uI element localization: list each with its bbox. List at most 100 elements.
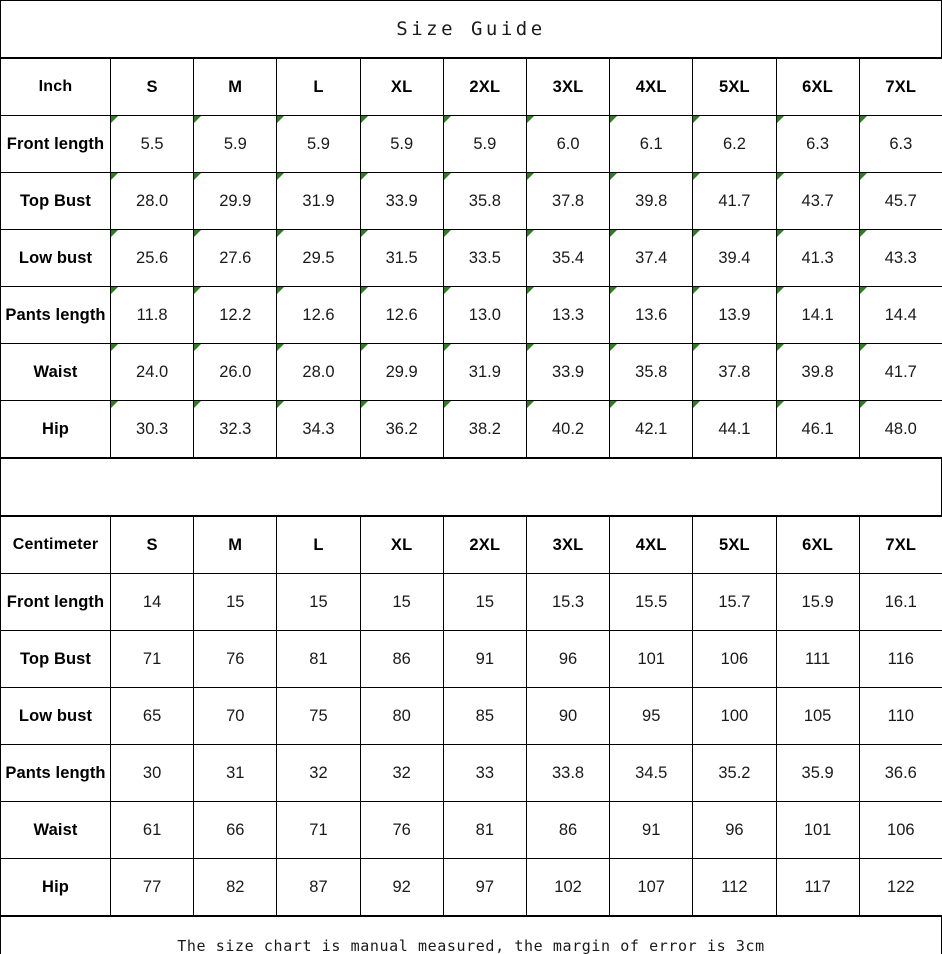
size-header-4xl: 4XL [609, 58, 694, 116]
table-spacer [0, 458, 942, 516]
measurement-value: 5.9 [442, 115, 527, 173]
measurement-value: 116 [858, 630, 942, 688]
measurement-label: Front length [0, 573, 111, 631]
unit-header-inch: Inch [0, 58, 111, 116]
measurement-value: 5.9 [193, 115, 278, 173]
measurement-value: 44.1 [692, 400, 777, 458]
measurement-value: 37.4 [609, 229, 694, 287]
measurement-value: 41.3 [775, 229, 860, 287]
measurement-value: 36.6 [858, 744, 942, 802]
measurement-value: 11.8 [109, 286, 195, 344]
measurement-label: Hip [0, 858, 111, 916]
size-header-l: L [276, 58, 361, 116]
measurement-value: 33.5 [442, 229, 527, 287]
size-header-m: M [193, 58, 278, 116]
measurement-value: 77 [109, 858, 195, 916]
spacer-row [0, 458, 942, 516]
table-row: Low bust 25.6 27.6 29.5 31.5 33.5 35.4 37.4 39.4… [0, 229, 942, 287]
measurement-value: 41.7 [692, 172, 777, 230]
table-row: Top Bust 28.0 29.9 31.9 33.9 35.8 37.8 39.8 41.7… [0, 172, 942, 230]
table-row: Top Bust 71 76 81 86 91 96 101 106 111 116 [0, 630, 942, 688]
measurement-value: 12.6 [276, 286, 361, 344]
measurement-value: 111 [775, 630, 860, 688]
centimeter-table-body: Centimeter S M L XL 2XL 3XL 4XL 5XL 6XL 7XL Front l… [0, 516, 942, 916]
measurement-value: 35.2 [692, 744, 777, 802]
table-row: Hip 77 82 87 92 97 102 107 112 117 122 [0, 858, 942, 916]
measurement-value: 31.9 [442, 343, 527, 401]
measurement-value: 43.7 [775, 172, 860, 230]
size-header-3xl: 3XL [525, 58, 611, 116]
table-row: Waist 61 66 71 76 81 86 91 96 101 106 [0, 801, 942, 859]
measurement-value: 45.7 [858, 172, 942, 230]
measurement-value: 37.8 [692, 343, 777, 401]
table-row: Pants length 30 31 32 32 33 33.8 34.5 35.2 35.9 36… [0, 744, 942, 802]
measurement-value: 71 [109, 630, 195, 688]
measurement-value: 76 [193, 630, 278, 688]
measurement-value: 35.8 [442, 172, 527, 230]
measurement-value: 5.9 [276, 115, 361, 173]
measurement-value: 82 [193, 858, 278, 916]
measurement-value: 96 [525, 630, 611, 688]
measurement-value: 14.1 [775, 286, 860, 344]
measurement-value: 12.2 [193, 286, 278, 344]
measurement-value: 75 [276, 687, 361, 745]
measurement-value: 36.2 [359, 400, 444, 458]
spacer-cell [0, 458, 942, 516]
measurement-value: 14.4 [858, 286, 942, 344]
measurement-value: 28.0 [276, 343, 361, 401]
measurement-value: 15 [276, 573, 361, 631]
measurement-value: 33.9 [359, 172, 444, 230]
measurement-value: 107 [609, 858, 694, 916]
measurement-value: 31.9 [276, 172, 361, 230]
size-header-6xl: 6XL [775, 516, 860, 574]
size-header-2xl: 2XL [442, 516, 527, 574]
measurement-value: 87 [276, 858, 361, 916]
measurement-value: 13.0 [442, 286, 527, 344]
measurement-value: 32.3 [193, 400, 278, 458]
table-row: Pants length 11.8 12.2 12.6 12.6 13.0 13.3 13.6… [0, 286, 942, 344]
measurement-value: 33 [442, 744, 527, 802]
measurement-value: 29.9 [193, 172, 278, 230]
size-header-6xl: 6XL [775, 58, 860, 116]
measurement-value: 66 [193, 801, 278, 859]
size-table-inch: Inch S M L XL 2XL 3XL 4XL 5XL 6XL 7XL Front length 5… [0, 58, 942, 458]
measurement-value: 71 [276, 801, 361, 859]
measurement-value: 70 [193, 687, 278, 745]
measurement-value: 12.6 [359, 286, 444, 344]
measurement-label: Top Bust [0, 172, 111, 230]
table-row: Front length 5.5 5.9 5.9 5.9 5.9 6.0 6.1 6.2 6.3 6… [0, 115, 942, 173]
measurement-label: Pants length [0, 744, 111, 802]
measurement-label: Pants length [0, 286, 111, 344]
measurement-value: 39.8 [775, 343, 860, 401]
measurement-value: 26.0 [193, 343, 278, 401]
measurement-value: 102 [525, 858, 611, 916]
measurement-value: 29.9 [359, 343, 444, 401]
measurement-value: 25.6 [109, 229, 195, 287]
measurement-value: 43.3 [858, 229, 942, 287]
footer-row: The size chart is manual measured, the m… [0, 916, 942, 954]
measurement-value: 15.5 [609, 573, 694, 631]
measurement-value: 100 [692, 687, 777, 745]
measurement-label: Waist [0, 343, 111, 401]
measurement-value: 16.1 [858, 573, 942, 631]
measurement-value: 13.3 [525, 286, 611, 344]
measurement-value: 39.8 [609, 172, 694, 230]
measurement-value: 110 [858, 687, 942, 745]
measurement-value: 35.9 [775, 744, 860, 802]
header-row-centimeter: Centimeter S M L XL 2XL 3XL 4XL 5XL 6XL 7XL [0, 516, 942, 574]
measurement-value: 37.8 [525, 172, 611, 230]
measurement-label: Front length [0, 115, 111, 173]
measurement-value: 76 [359, 801, 444, 859]
measurement-value: 30.3 [109, 400, 195, 458]
measurement-value: 15.3 [525, 573, 611, 631]
measurement-value: 91 [609, 801, 694, 859]
measurement-value: 33.9 [525, 343, 611, 401]
measurement-value: 96 [692, 801, 777, 859]
measurement-value: 6.3 [775, 115, 860, 173]
measurement-value: 95 [609, 687, 694, 745]
measurement-value: 6.1 [609, 115, 694, 173]
title-table: Size Guide [0, 0, 942, 58]
table-row: Front length 14 15 15 15 15 15.3 15.5 15.7 15.9 16… [0, 573, 942, 631]
page-title: Size Guide [0, 0, 942, 58]
measurement-value: 112 [692, 858, 777, 916]
